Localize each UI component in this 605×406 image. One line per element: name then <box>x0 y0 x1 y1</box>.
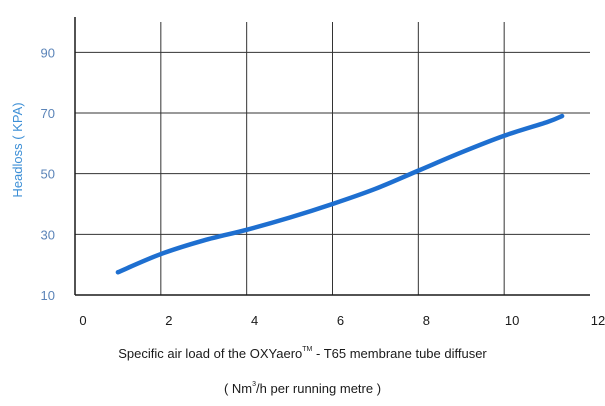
y-tick-label: 90 <box>41 45 55 60</box>
x-axis-unit: ( Nm3/h per running metre ) <box>223 381 382 396</box>
y-tick-label: 50 <box>41 167 55 182</box>
x-tick-label: 10 <box>505 313 519 328</box>
y-tick-label: 30 <box>41 227 55 242</box>
x-tick-label: 6 <box>337 313 344 328</box>
series-line <box>115 113 565 275</box>
y-axis-label: Headloss ( KPA) <box>10 102 25 197</box>
unit-superscript: 3 <box>252 381 257 388</box>
x-tick-label: 4 <box>251 313 258 328</box>
x-tick-label: 2 <box>165 313 172 328</box>
x-tick-labels: 0 2 4 6 8 10 12 <box>79 313 605 328</box>
x-axis-label: Specific air load of the OXYaeroTM - T65… <box>118 346 487 361</box>
y-tick-label: 10 <box>41 288 55 303</box>
y-tick-label: 70 <box>41 106 55 121</box>
x-tick-label: 8 <box>423 313 430 328</box>
trademark-superscript: TM <box>302 346 313 353</box>
x-tick-label: 12 <box>591 313 605 328</box>
axes <box>74 17 590 296</box>
data-series <box>115 113 565 275</box>
grid-lines <box>75 22 590 295</box>
y-tick-labels: 10 30 50 70 90 <box>41 45 55 303</box>
x-tick-label: 0 <box>79 313 86 328</box>
